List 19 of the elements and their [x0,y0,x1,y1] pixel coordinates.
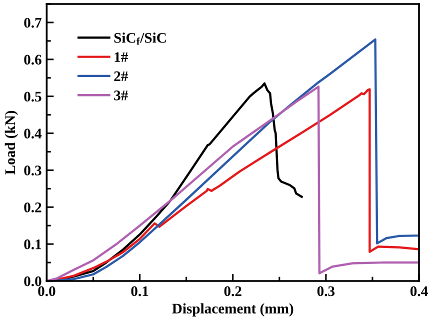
y-tick-label: 0.3 [24,166,42,176]
y-axis-title: Load (kN) [4,110,18,174]
y-tick-label: 0.5 [24,92,42,102]
legend-label: SiC$_{f}$/SiC [114,32,166,45]
y-tick-label: 0.2 [24,202,42,212]
legend-label: 1# [114,52,128,62]
x-tick-label: 0.2 [224,286,242,296]
y-tick-label: 0.1 [24,239,42,250]
x-tick-label: 0.0 [38,286,56,296]
x-axis-title: Displacement (mm) [172,303,294,316]
legend-label: 2# [114,71,128,82]
y-tick-label: 0.7 [24,18,42,28]
legend-label: 3# [114,90,128,100]
y-tick-label: 0.4 [24,128,42,139]
x-tick-label: 0.3 [317,286,335,296]
y-tick-label: 0.6 [24,54,42,65]
y-tick-label: 0.0 [24,276,42,286]
x-tick-label: 0.1 [131,286,148,296]
x-tick-label: 0.4 [410,286,428,296]
